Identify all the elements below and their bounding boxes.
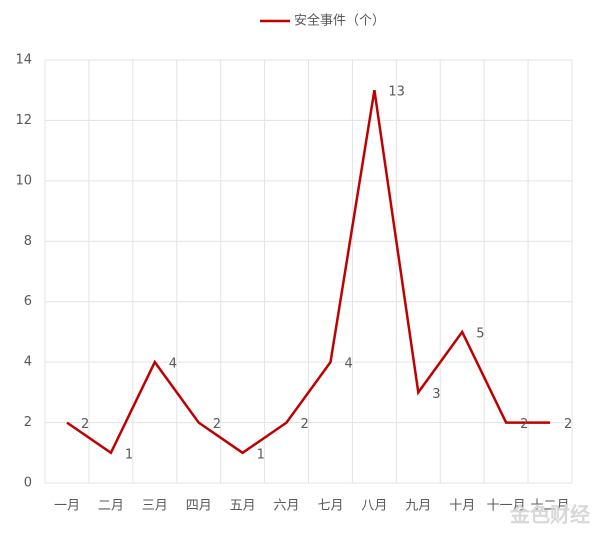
y-tick-label: 14	[15, 53, 32, 68]
data-label: 2	[213, 417, 221, 432]
watermark: 金色财经	[509, 503, 590, 527]
x-tick-label: 十一月	[487, 499, 526, 514]
data-label: 5	[476, 326, 484, 341]
y-tick-label: 10	[15, 173, 32, 188]
data-label: 2	[81, 417, 89, 432]
data-label: 2	[301, 417, 309, 432]
data-label: 2	[564, 417, 572, 432]
legend-label: 安全事件（个）	[294, 13, 385, 29]
x-tick-label: 十月	[449, 499, 475, 514]
y-tick-label: 6	[24, 294, 32, 309]
x-tick-label: 五月	[230, 499, 256, 514]
data-label: 4	[169, 357, 177, 372]
data-label: 1	[257, 447, 265, 462]
data-label: 13	[388, 85, 405, 100]
y-tick-label: 0	[24, 476, 32, 491]
y-tick-label: 8	[24, 234, 32, 249]
x-tick-label: 六月	[274, 499, 300, 514]
x-tick-label: 二月	[98, 499, 124, 514]
y-tick-label: 12	[15, 113, 32, 128]
data-label: 1	[125, 447, 133, 462]
data-label: 3	[432, 387, 440, 402]
y-tick-label: 2	[24, 415, 32, 430]
x-tick-label: 九月	[405, 499, 431, 514]
data-label: 2	[520, 417, 528, 432]
x-tick-label: 七月	[317, 499, 343, 514]
data-line	[66, 90, 550, 455]
x-tick-label: 八月	[361, 499, 387, 514]
x-tick-label: 十二月	[531, 499, 570, 514]
y-tick-label: 4	[24, 355, 32, 370]
x-tick-label: 一月	[54, 499, 80, 514]
data-label: 4	[344, 357, 352, 372]
x-tick-label: 四月	[186, 499, 212, 514]
x-tick-label: 三月	[142, 499, 168, 514]
